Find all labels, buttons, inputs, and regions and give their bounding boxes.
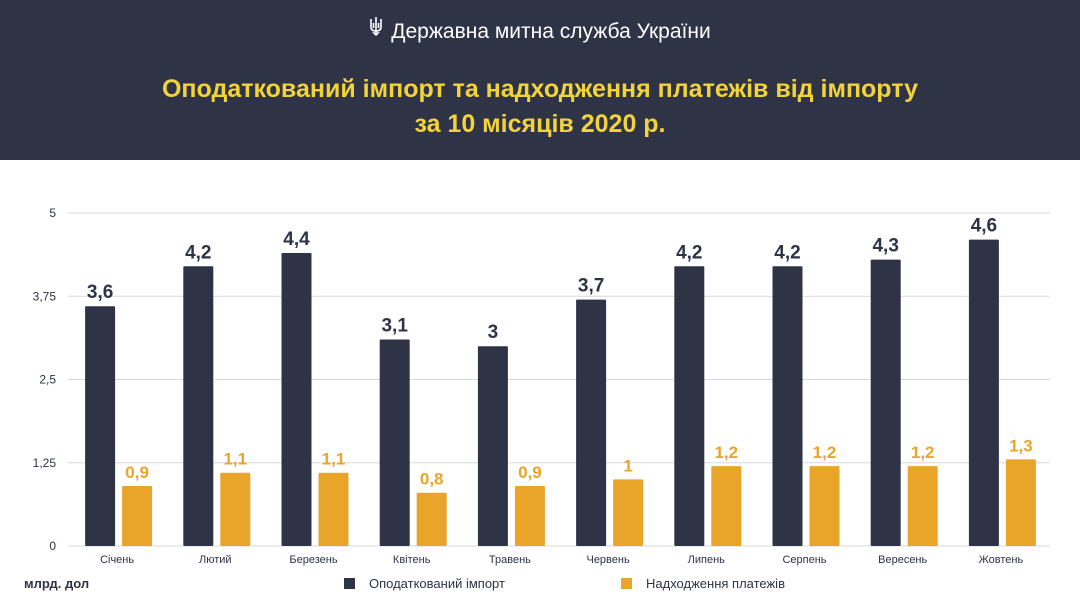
unit-label: млрд. дол [24, 576, 90, 591]
bar-payments [809, 466, 840, 546]
data-label-payments: 0,8 [420, 470, 444, 489]
data-label-import: 4,2 [676, 242, 702, 263]
y-tick-label: 0 [49, 539, 56, 553]
x-tick-label: Січень [100, 554, 134, 566]
y-tick-label: 3,75 [33, 289, 57, 303]
x-tick-label: Лютий [199, 554, 232, 566]
data-label-payments: 1,2 [714, 443, 738, 462]
bar-import [772, 266, 803, 546]
data-label-import: 3 [488, 322, 499, 343]
y-tick-label: 1,25 [33, 456, 57, 470]
legend-swatch-payments [621, 578, 632, 589]
data-label-import: 4,2 [774, 242, 800, 263]
bar-payments [711, 466, 742, 546]
x-tick-label: Квітень [393, 554, 431, 566]
bar-import [183, 266, 214, 546]
bar-payments [613, 479, 644, 546]
data-label-payments: 1,1 [223, 450, 247, 469]
bar-import [674, 266, 705, 546]
data-label-import: 4,6 [971, 216, 997, 237]
legend-item-import: Оподаткований імпорт [344, 576, 505, 592]
bar-import [85, 306, 116, 546]
x-tick-label: Травень [489, 554, 531, 566]
org-line: Державна митна служба України [0, 16, 1080, 46]
x-tick-label: Вересень [878, 554, 927, 566]
data-label-import: 4,3 [872, 236, 898, 257]
data-label-import: 3,1 [381, 316, 408, 337]
data-label-payments: 1,3 [1009, 436, 1033, 455]
bar-import [968, 239, 999, 546]
x-tick-label: Березень [289, 554, 337, 566]
bar-payments [318, 472, 349, 546]
bar-payments [416, 492, 447, 546]
data-label-import: 3,6 [87, 282, 113, 303]
data-label-payments: 1,1 [322, 450, 346, 469]
data-label-payments: 1 [623, 456, 632, 475]
legend-swatch-import [344, 578, 355, 589]
bar-import [379, 339, 410, 546]
data-label-payments: 0,9 [518, 463, 542, 482]
bar-import [477, 346, 508, 546]
bar-import [281, 252, 312, 546]
bar-payments [907, 466, 938, 546]
legend-label-import: Оподаткований імпорт [369, 576, 505, 591]
data-label-payments: 0,9 [125, 463, 149, 482]
data-label-payments: 1,2 [911, 443, 935, 462]
legend-label-payments: Надходження платежів [646, 576, 785, 591]
org-name: Державна митна служба України [391, 20, 711, 43]
title-line-2: за 10 місяців 2020 р. [414, 110, 666, 138]
data-label-import: 4,2 [185, 242, 211, 263]
bar-import [870, 259, 901, 546]
bar-payments [514, 486, 545, 546]
y-tick-label: 2,5 [39, 373, 56, 387]
x-tick-label: Червень [586, 554, 629, 566]
title-line-1: Оподаткований імпорт та надходження плат… [161, 75, 919, 103]
data-label-import: 4,4 [283, 229, 310, 250]
page-title: Оподаткований імпорт та надходження плат… [0, 72, 1080, 142]
x-tick-label: Серпень [782, 554, 826, 566]
bar-import [576, 299, 607, 546]
x-tick-label: Липень [688, 554, 726, 566]
header-banner: Державна митна служба України Оподаткова… [0, 0, 1080, 160]
bar-payments [220, 472, 251, 546]
data-label-import: 3,7 [578, 276, 604, 297]
bar-chart: 0 1,25 2,5 3,75 5 3,6 0,9 Січень 4,2 1,1 Лютий 4,4 1… [33, 206, 1050, 566]
y-tick-label: 5 [49, 206, 56, 220]
legend-item-payments: Надходження платежів [621, 576, 785, 592]
data-label-payments: 1,2 [813, 443, 837, 462]
bar-payments [1005, 459, 1036, 546]
x-tick-label: Жовтень [979, 554, 1024, 566]
bar-payments [122, 486, 153, 546]
trident-icon [369, 16, 383, 44]
